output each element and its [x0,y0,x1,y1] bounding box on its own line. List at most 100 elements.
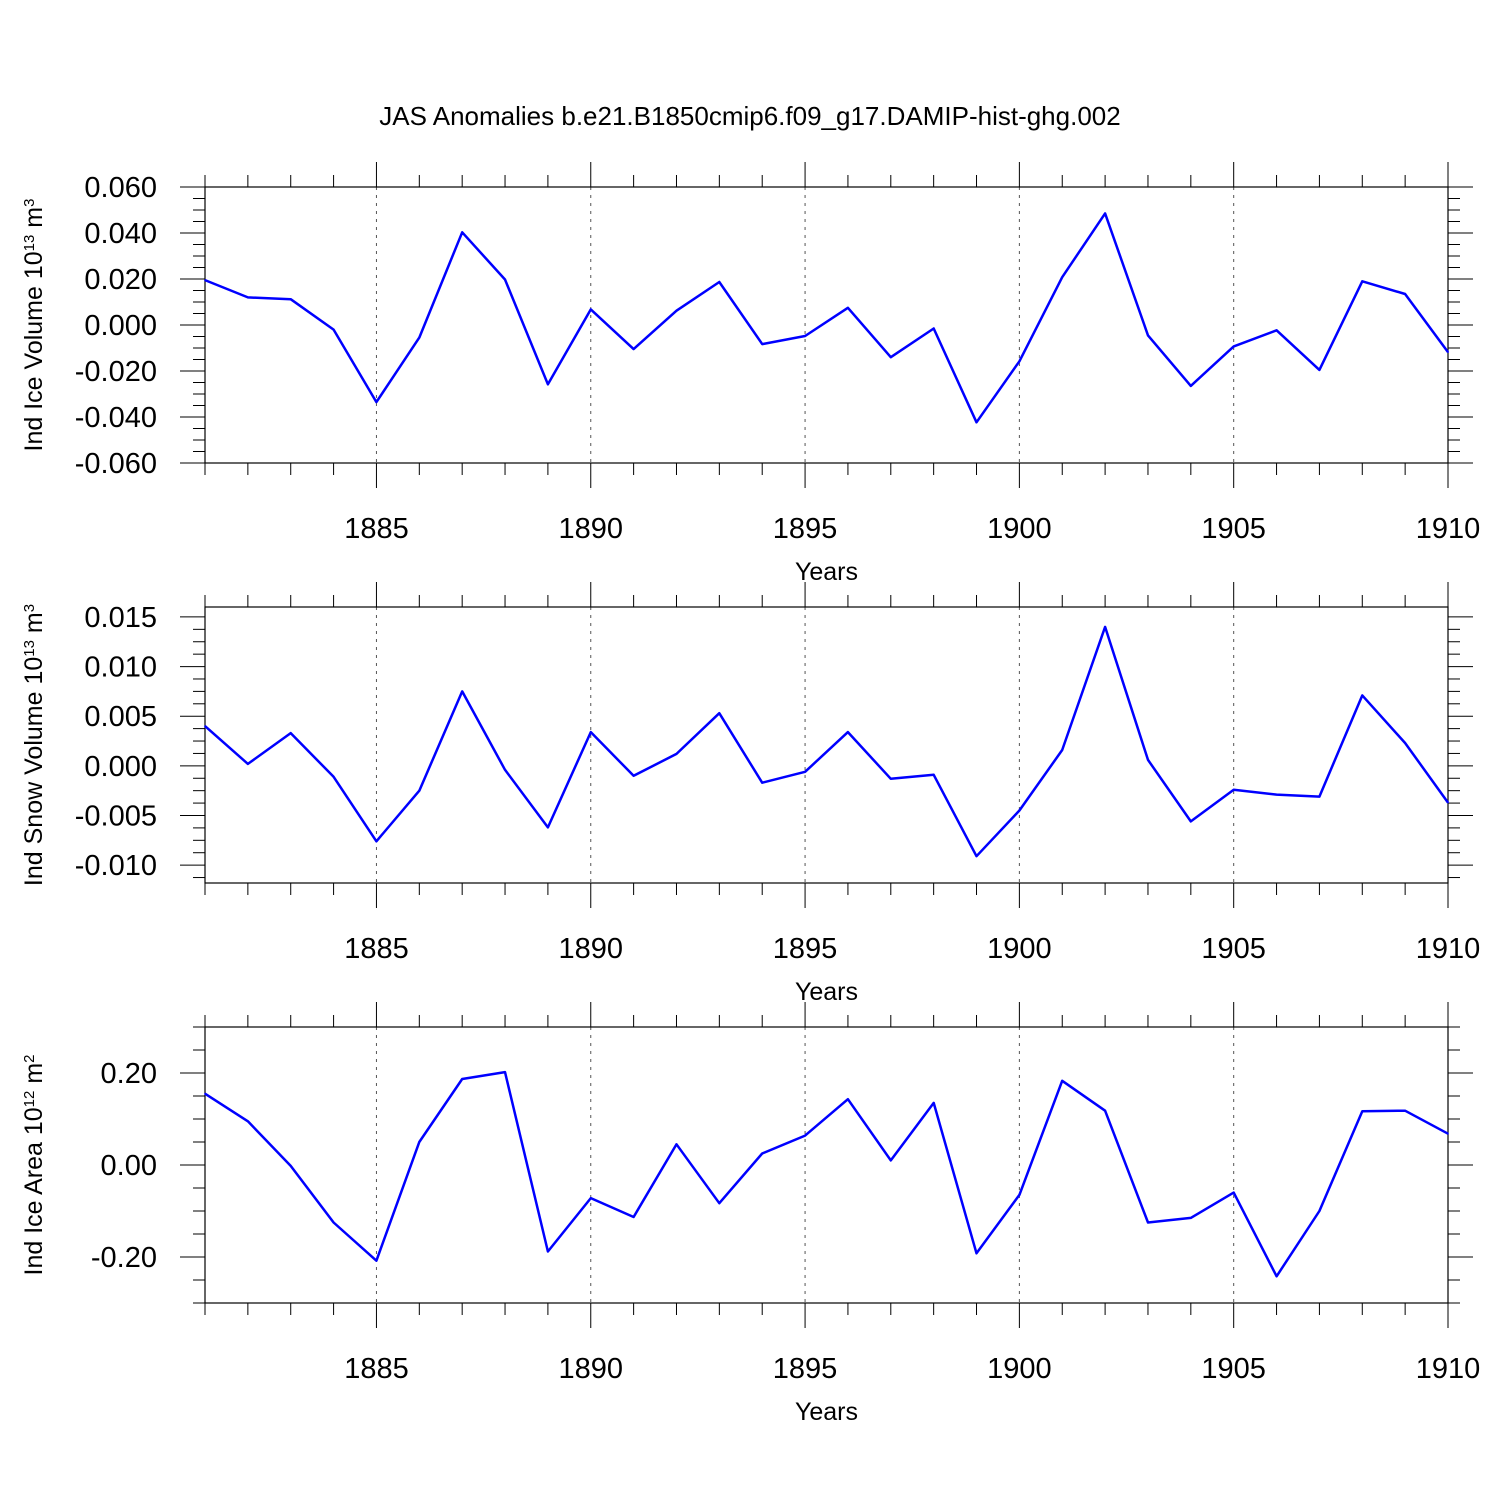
data-point [461,690,463,693]
y-tick-label: 0.20 [101,1058,157,1090]
data-point [718,712,721,715]
data-point [1190,820,1192,823]
data-point [761,781,764,784]
data-point [804,1134,806,1137]
x-tick-label: 1890 [559,513,624,545]
data-point [1104,212,1106,215]
data-point [1061,749,1064,751]
data-point [504,769,506,771]
x-tick-label: 1885 [344,933,409,965]
data-point [932,773,935,776]
data-point [761,1152,764,1155]
y-axis-label-exponent: 3 [21,604,38,612]
data-point [1447,1132,1449,1135]
data-point [675,1143,678,1146]
y-tick-label: 0.000 [84,310,157,342]
data-point [975,421,978,424]
data-point [1147,1221,1149,1224]
data-point [1361,280,1364,283]
data-point [1147,759,1149,761]
data-point [675,753,678,755]
x-axis-label: Years [795,978,858,1006]
data-point [1404,1109,1406,1112]
data-point [589,731,592,733]
data-point [1447,351,1449,353]
data-point [375,840,378,843]
x-tick-label: 1900 [987,933,1052,965]
y-axis-label-exponent: 3 [21,199,38,207]
x-tick-label: 1895 [773,1353,838,1385]
x-tick-label: 1890 [559,933,624,965]
y-tick-label: 0.020 [84,264,157,296]
x-tick-label: 1905 [1201,1353,1266,1385]
panel-ice-volume: -0.060 -0.040 -0.020 0.000 0.020 0.040 0.060 18… [20,162,1480,586]
data-point [847,306,849,309]
data-point [675,309,678,312]
data-point [547,1250,549,1253]
data-point [504,278,506,281]
data-point [847,731,849,733]
data-point [418,336,421,339]
y-tick-label: -0.20 [91,1242,157,1274]
data-point [632,1216,635,1218]
y-tick-label: -0.060 [75,448,157,480]
data-point [1318,1210,1321,1212]
data-point [332,328,335,331]
data-point [247,296,249,299]
y-axis-label-text: m [20,612,48,640]
x-tick-label: 1900 [987,1353,1052,1385]
data-point [1061,276,1064,278]
x-tick-label: 1885 [344,1353,409,1385]
data-point [1018,1194,1021,1196]
data-point [1018,360,1021,363]
y-axis-label-exponent: 13 [21,235,38,252]
y-tick-label: 0.015 [84,602,157,634]
data-point [1275,329,1278,332]
data-point [375,1259,378,1262]
x-tick-label: 1905 [1201,513,1266,545]
data-point [847,1098,849,1101]
data-point [1190,1217,1192,1219]
data-point [589,308,592,311]
data-point [1232,1191,1235,1194]
y-axis-label-text: m [20,1063,48,1091]
x-tick-label: 1910 [1416,933,1481,965]
data-point [1104,626,1106,628]
x-tick-label: 1900 [987,513,1052,545]
series-line [204,625,1450,858]
data-point [718,281,721,283]
data-point [932,327,935,330]
y-tick-label: -0.020 [75,356,157,388]
data-point [1404,742,1406,744]
data-point [1447,801,1449,804]
x-tick-label: 1890 [559,1353,624,1385]
data-point [247,763,249,765]
x-tick-label: 1885 [344,513,409,545]
data-point [889,356,892,359]
y-axis-label-text: m [20,207,48,235]
y-axis-label: Ind Ice Volume 1013 m3 [20,199,48,452]
data-point [418,789,421,792]
y-tick-label: 0.040 [84,218,157,250]
data-point [804,771,806,773]
x-tick-label: 1905 [1201,933,1266,965]
data-point [1275,793,1278,796]
x-tick-label: 1910 [1416,513,1481,545]
data-point [289,1165,292,1167]
data-point [1104,1109,1106,1112]
data-point [375,401,378,403]
y-axis-label-exponent: 13 [21,640,38,657]
data-point [632,774,635,777]
y-tick-label: 0.005 [84,701,157,733]
y-axis-label-exponent: 2 [21,1055,38,1063]
data-point [932,1102,935,1104]
data-point [975,1252,978,1255]
panel-snow-volume: -0.010 -0.005 0.000 0.005 0.010 0.015 1885 1890… [20,582,1480,1006]
plot-frame [204,186,1449,464]
plot-frame [204,1026,1449,1304]
data-point [1061,1080,1064,1082]
data-point [1318,795,1321,798]
data-point [204,725,206,727]
series-line [204,1070,1449,1278]
